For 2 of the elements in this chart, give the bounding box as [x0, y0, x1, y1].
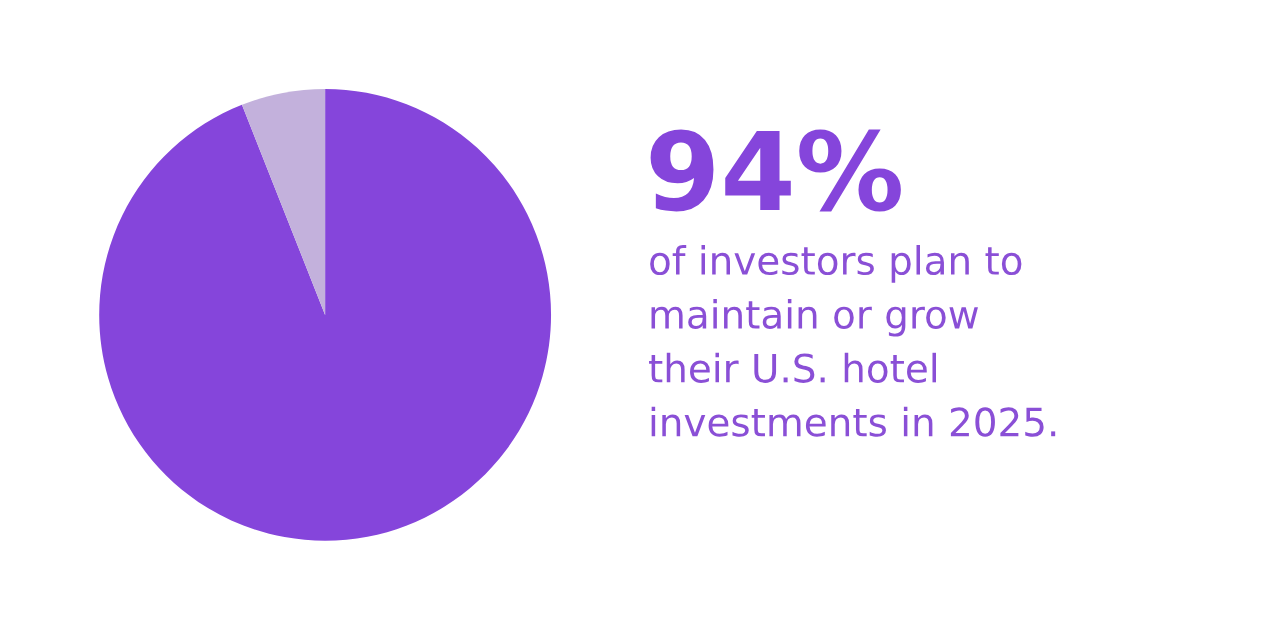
text: 94%: [650, 129, 901, 212]
text: of investors plan to maintain or grow their U.S. hotel investments in 2025.: [649, 245, 1056, 437]
